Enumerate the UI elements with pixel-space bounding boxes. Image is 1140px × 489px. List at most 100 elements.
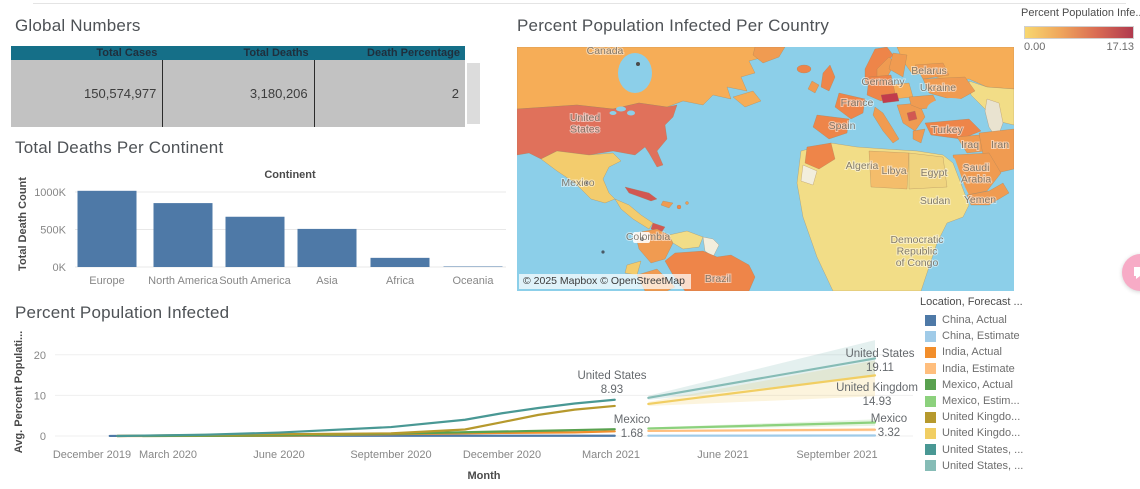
bar-xaxis-title: Continent bbox=[264, 169, 316, 181]
series-united-kingdom-estimate[interactable] bbox=[647, 374, 877, 406]
column-header-total-cases: Total Cases bbox=[96, 47, 158, 59]
country-france[interactable] bbox=[834, 92, 866, 120]
country-iceland[interactable] bbox=[796, 64, 812, 74]
legend-item-india-actual[interactable]: India, Actual bbox=[918, 344, 1140, 360]
country-greece[interactable] bbox=[912, 128, 926, 144]
annotation-united-kingdom: United Kingdom 14.93 bbox=[836, 382, 918, 408]
legend-item-united-states-[interactable]: United States, ... bbox=[918, 458, 1140, 474]
map-label-iraq: Iraq bbox=[961, 139, 979, 151]
country-united-kingdom[interactable] bbox=[820, 64, 836, 92]
country-belarus[interactable] bbox=[914, 62, 950, 80]
legend-swatch bbox=[925, 395, 936, 407]
feedback-floating-button[interactable] bbox=[1122, 254, 1140, 291]
bar-europe[interactable] bbox=[77, 190, 137, 267]
country-iran[interactable] bbox=[978, 128, 1014, 174]
line-chart[interactable]: 0 10 20 bbox=[0, 325, 920, 489]
annotation-mexico: Mexico 3.32 bbox=[870, 413, 908, 439]
legend-item-china-estimate[interactable]: China, Estimate bbox=[918, 328, 1140, 344]
legend-swatch bbox=[925, 330, 936, 342]
bar-asia[interactable] bbox=[297, 228, 357, 267]
country-cuba[interactable] bbox=[624, 186, 658, 202]
black-sea bbox=[927, 98, 975, 120]
bar-xtick: Oceania bbox=[453, 275, 495, 287]
line-ytick: 0 bbox=[40, 431, 46, 443]
choropleth-map[interactable]: Canada United States Mexico Colombia Brazil Al… bbox=[517, 47, 1014, 291]
map-title: Percent Population Infected Per Country bbox=[517, 16, 830, 35]
map-label-canada: Canada bbox=[587, 47, 624, 57]
country-libya[interactable] bbox=[868, 150, 910, 190]
country-ireland[interactable] bbox=[807, 80, 820, 94]
legend-item-united-kingdo-[interactable]: United Kingdo... bbox=[918, 409, 1140, 425]
map-canvas[interactable]: Canada United States Mexico Colombia Brazil Al… bbox=[517, 47, 1014, 291]
country-greenland[interactable] bbox=[752, 47, 786, 64]
series-mexico-estimate[interactable] bbox=[647, 421, 877, 430]
country-ukraine[interactable] bbox=[922, 76, 976, 102]
bar-south-america[interactable] bbox=[225, 216, 285, 267]
legend-item-mexico-actual[interactable]: Mexico, Actual bbox=[918, 377, 1140, 393]
annotation-united-states: United States 8.93 bbox=[577, 370, 647, 396]
table-scrollbar-gutter[interactable] bbox=[467, 63, 480, 124]
legend-swatch bbox=[925, 346, 936, 358]
total-deaths-value[interactable]: 3,180,206 bbox=[162, 60, 313, 127]
map-attribution[interactable]: © 2025 Mapbox © OpenStreetMap bbox=[519, 274, 691, 289]
map-label-ukraine: Ukraine bbox=[920, 82, 956, 94]
death-percentage-value[interactable]: 2 bbox=[313, 60, 465, 127]
country-mexico[interactable] bbox=[540, 150, 622, 204]
legend-item-united-kingdo-[interactable]: United Kingdo... bbox=[918, 425, 1140, 441]
region-western-sahara[interactable] bbox=[800, 164, 818, 186]
map-color-legend: Percent Population Infe... 0.00 17.13 bbox=[1021, 7, 1140, 53]
region-newfoundland[interactable] bbox=[732, 90, 762, 108]
legend-item-united-states-[interactable]: United States, ... bbox=[918, 442, 1140, 458]
country-venezuela[interactable] bbox=[668, 230, 704, 250]
column-header-death-percentage: Death Percentage bbox=[367, 47, 460, 59]
legend-item-india-estimate[interactable]: India, Estimate bbox=[918, 361, 1140, 377]
map-legend-title: Percent Population Infe... bbox=[1021, 7, 1140, 19]
country-italy[interactable] bbox=[872, 106, 900, 144]
country-turkey[interactable] bbox=[924, 118, 982, 140]
legend-item-mexico-estim-[interactable]: Mexico, Estim... bbox=[918, 393, 1140, 409]
map-legend-max: 17.13 bbox=[1106, 41, 1134, 53]
legend-swatch bbox=[925, 427, 936, 439]
line-xtick: September 2020 bbox=[350, 449, 432, 461]
map-legend-gradient[interactable] bbox=[1024, 26, 1134, 39]
legend-label: United Kingdo... bbox=[942, 427, 1021, 440]
bar-xtick: Europe bbox=[89, 275, 124, 287]
map-label-brazil: Brazil bbox=[705, 273, 731, 285]
legend-item-china-actual[interactable]: China, Actual bbox=[918, 312, 1140, 328]
series-united-states-estimate[interactable] bbox=[647, 357, 877, 399]
bar-ytick: 500K bbox=[40, 225, 66, 237]
line-xtick: March 2020 bbox=[138, 449, 198, 461]
table-value-row: 150,574,977 3,180,206 2 bbox=[11, 60, 465, 127]
series-united-states-actual[interactable] bbox=[116, 398, 616, 438]
line-xtick: March 2021 bbox=[581, 449, 641, 461]
total-cases-value[interactable]: 150,574,977 bbox=[84, 86, 157, 101]
country-yemen-oman[interactable] bbox=[966, 182, 1010, 206]
legend-label: United States, ... bbox=[942, 459, 1024, 472]
legend-label: Mexico, Actual bbox=[942, 378, 1013, 391]
bar-oceania[interactable] bbox=[443, 266, 503, 268]
map-label-mexico: Mexico bbox=[561, 177, 594, 189]
country-czechia[interactable] bbox=[880, 92, 900, 104]
hudson-bay bbox=[618, 53, 652, 93]
country-morocco[interactable] bbox=[804, 142, 836, 170]
global-numbers-table: Total Cases Total Deaths Death Percentag… bbox=[11, 46, 465, 127]
country-spain[interactable] bbox=[812, 114, 850, 140]
city-dot bbox=[640, 237, 644, 241]
series-india-estimate[interactable] bbox=[647, 428, 877, 433]
map-label-belarus: Belarus bbox=[911, 65, 947, 77]
legend-swatch bbox=[925, 444, 936, 456]
country-hispaniola[interactable] bbox=[660, 200, 674, 209]
city-dot bbox=[636, 62, 640, 66]
region-guyanas[interactable] bbox=[702, 236, 720, 258]
country-egypt[interactable] bbox=[908, 152, 948, 190]
region-central-america[interactable] bbox=[614, 198, 654, 230]
bar-africa[interactable] bbox=[370, 257, 430, 267]
line-chart-legend: Location, Forecast ... China, Actual Chin… bbox=[918, 296, 1140, 474]
bar-north-america[interactable] bbox=[153, 203, 213, 267]
country-serbia[interactable] bbox=[906, 110, 918, 122]
map-label-saudi: Saudi Arabia bbox=[961, 162, 992, 186]
bar-chart[interactable]: 0K 500K 1000K Europe North America South Amer… bbox=[0, 160, 510, 297]
map-label-france: France bbox=[841, 97, 874, 109]
country-finland[interactable] bbox=[888, 52, 908, 78]
forecast-band bbox=[648, 360, 875, 406]
